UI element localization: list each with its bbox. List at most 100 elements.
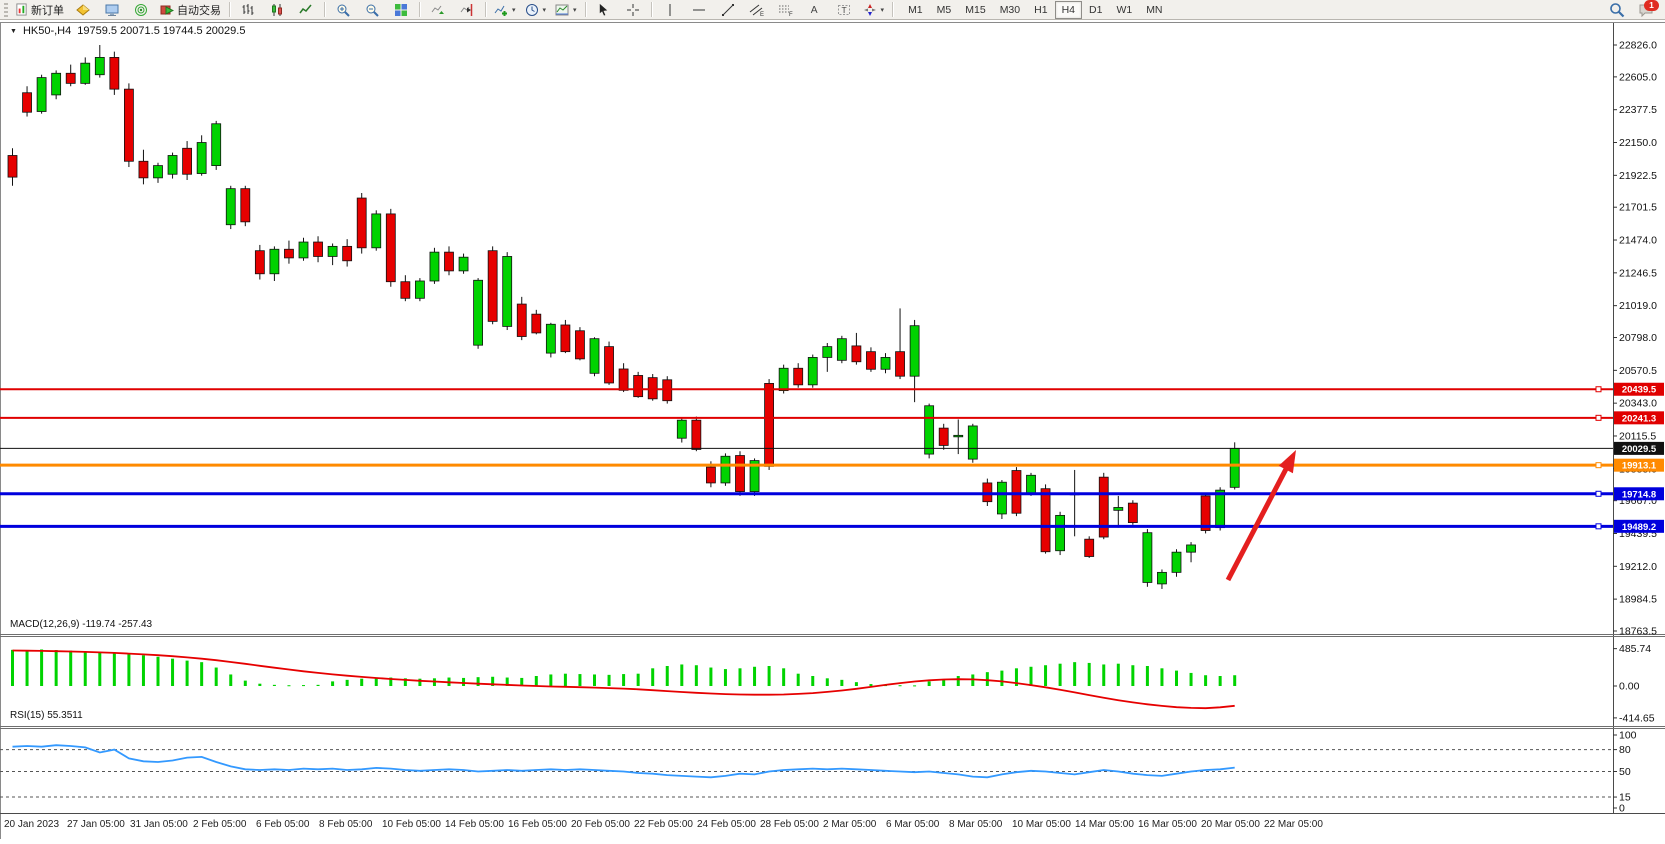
svg-text:80: 80 bbox=[1619, 744, 1631, 756]
svg-text:19489.2: 19489.2 bbox=[1622, 522, 1656, 533]
tf-button-M1[interactable]: M1 bbox=[908, 3, 923, 16]
tf-button-M15[interactable]: M15 bbox=[965, 3, 986, 16]
tf-button-W1[interactable]: W1 bbox=[1116, 3, 1133, 16]
time-axis: 20 Jan 2023 27 Jan 05:00 31 Jan 05:00 2 Feb… bbox=[4, 819, 1323, 830]
svg-text:20 Feb 05:00: 20 Feb 05:00 bbox=[571, 819, 630, 830]
dropdown-arrow-icon: ▾ bbox=[880, 6, 885, 14]
chart-title: ▼ HK50-,H4 19759.5 20071.5 19744.5 20029… bbox=[10, 25, 245, 37]
auto-trading-label: 自动交易 bbox=[177, 4, 221, 17]
candlestick-icon bbox=[272, 3, 282, 16]
auto-trading-icon bbox=[160, 5, 174, 15]
fibonacci-button[interactable]: F bbox=[772, 0, 800, 20]
auto-trading-button[interactable]: 自动交易 bbox=[156, 0, 225, 20]
new-order-button[interactable]: 新订单 bbox=[11, 0, 68, 20]
svg-text:20 Jan 2023: 20 Jan 2023 bbox=[4, 819, 59, 830]
toolbar-right: 1 bbox=[1603, 0, 1663, 20]
svg-text:20029.5: 20029.5 bbox=[1622, 444, 1657, 455]
svg-text:14 Feb 05:00: 14 Feb 05:00 bbox=[445, 819, 504, 830]
svg-text:20 Mar 05:00: 20 Mar 05:00 bbox=[1201, 819, 1260, 830]
chart-canvas[interactable]: 22826.0 22605.0 22377.5 22150.0 21922.5 21701… bbox=[0, 20, 1665, 839]
hline-19913.1[interactable]: 19913.1 bbox=[0, 458, 1664, 472]
text-button[interactable]: A bbox=[801, 0, 829, 20]
history-button[interactable] bbox=[69, 0, 97, 20]
diamond-icon bbox=[76, 3, 90, 16]
clock-icon bbox=[525, 3, 538, 16]
horizontal-line-button[interactable] bbox=[685, 0, 713, 20]
hline-20439.5[interactable]: 20439.5 bbox=[0, 382, 1664, 396]
chart-shift-button[interactable] bbox=[453, 0, 481, 20]
svg-text:21922.5: 21922.5 bbox=[1619, 170, 1657, 182]
hline-20029.5[interactable]: 20029.5 bbox=[0, 441, 1664, 455]
svg-text:21701.5: 21701.5 bbox=[1619, 202, 1657, 214]
trend-arrow-annotation[interactable] bbox=[1225, 450, 1296, 582]
svg-text:F: F bbox=[789, 12, 793, 17]
zoom-in-button[interactable] bbox=[329, 0, 357, 20]
new-order-icon bbox=[16, 3, 27, 16]
zoom-out-icon bbox=[366, 4, 379, 17]
periods-button[interactable]: ▾ bbox=[521, 0, 551, 20]
dropdown-arrow-icon: ▾ bbox=[512, 6, 516, 14]
trendline-button[interactable] bbox=[714, 0, 742, 20]
macd-pane: 485.74 0.00 -414.65 bbox=[11, 643, 1655, 724]
search-button[interactable] bbox=[1603, 0, 1631, 20]
toolbar-grip[interactable] bbox=[4, 2, 8, 17]
rsi-indicator-label: RSI(15) 55.3511 bbox=[10, 710, 83, 721]
template-icon bbox=[555, 4, 569, 15]
svg-text:22377.5: 22377.5 bbox=[1619, 104, 1657, 116]
templates-button[interactable]: ▾ bbox=[551, 0, 581, 20]
fibonacci-icon: F bbox=[779, 5, 793, 17]
hline-19714.8[interactable]: 19714.8 bbox=[0, 487, 1664, 501]
tile-windows-button[interactable] bbox=[387, 0, 415, 20]
tf-button-M30[interactable]: M30 bbox=[999, 3, 1021, 16]
chart-symbol-period: HK50-,H4 bbox=[22, 25, 72, 37]
separator bbox=[650, 2, 652, 17]
search-icon bbox=[1610, 2, 1625, 17]
chart-candles-button[interactable] bbox=[263, 0, 291, 20]
cursor-button[interactable] bbox=[590, 0, 618, 20]
svg-text:28 Feb 05:00: 28 Feb 05:00 bbox=[760, 819, 819, 830]
equidistant-channel-button[interactable]: E bbox=[743, 0, 771, 20]
arrows-button[interactable]: ▾ bbox=[859, 0, 889, 20]
svg-text:0.00: 0.00 bbox=[1619, 681, 1640, 693]
tf-button-MN[interactable]: MN bbox=[1146, 3, 1163, 16]
svg-text:8 Mar 05:00: 8 Mar 05:00 bbox=[949, 819, 1003, 830]
svg-text:16 Mar 05:00: 16 Mar 05:00 bbox=[1138, 819, 1197, 830]
notifications-button[interactable]: 1 bbox=[1637, 0, 1659, 19]
chart-line-button[interactable] bbox=[292, 0, 320, 20]
crosshair-button[interactable] bbox=[619, 0, 647, 20]
monitor-icon bbox=[105, 4, 119, 16]
svg-text:22 Feb 05:00: 22 Feb 05:00 bbox=[634, 819, 693, 830]
auto-scroll-button[interactable] bbox=[424, 0, 452, 20]
svg-text:24 Feb 05:00: 24 Feb 05:00 bbox=[697, 819, 756, 830]
vertical-line-button[interactable] bbox=[656, 0, 684, 20]
text-label-button[interactable]: T bbox=[830, 0, 858, 20]
tf-button-H1[interactable]: H1 bbox=[1034, 3, 1048, 16]
tf-button-D1[interactable]: D1 bbox=[1089, 3, 1103, 16]
svg-text:22605.0: 22605.0 bbox=[1619, 71, 1657, 83]
notification-badge: 1 bbox=[1644, 0, 1659, 11]
svg-text:0: 0 bbox=[1619, 803, 1625, 815]
svg-text:16 Feb 05:00: 16 Feb 05:00 bbox=[508, 819, 567, 830]
zoom-out-button[interactable] bbox=[358, 0, 386, 20]
tf-button-M5[interactable]: M5 bbox=[936, 3, 952, 16]
trendline-icon bbox=[721, 3, 734, 16]
bar-chart-icon bbox=[242, 3, 254, 15]
new-order-label: 新订单 bbox=[31, 4, 64, 17]
auto-scroll-icon bbox=[431, 5, 444, 14]
tf-button-H4[interactable]: H4 bbox=[1054, 0, 1082, 19]
signal-button[interactable] bbox=[127, 0, 155, 20]
chart-shift-icon bbox=[460, 3, 473, 16]
hline-19489.2[interactable]: 19489.2 bbox=[0, 519, 1664, 533]
indicators-button[interactable]: ▾ bbox=[490, 0, 520, 20]
svg-text:15: 15 bbox=[1619, 792, 1631, 804]
hline-20241.3[interactable]: 20241.3 bbox=[0, 411, 1664, 425]
zoom-in-icon bbox=[337, 4, 350, 17]
chart-bars-button[interactable] bbox=[234, 0, 262, 20]
svg-text:50: 50 bbox=[1619, 766, 1631, 778]
chart-context-arrow[interactable]: ▼ bbox=[10, 27, 17, 35]
cursor-icon bbox=[599, 3, 608, 16]
svg-text:31 Jan 05:00: 31 Jan 05:00 bbox=[130, 819, 188, 830]
svg-text:485.74: 485.74 bbox=[1619, 643, 1651, 655]
separator bbox=[229, 2, 230, 17]
terminal-button[interactable] bbox=[98, 0, 126, 20]
